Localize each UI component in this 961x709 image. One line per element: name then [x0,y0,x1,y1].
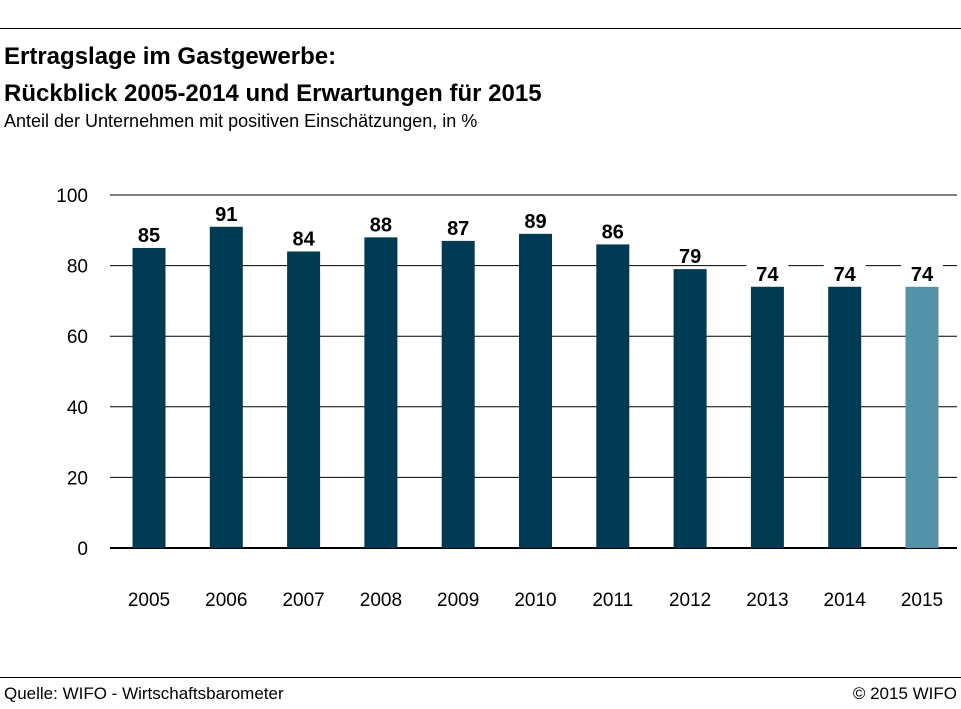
copyright-note: © 2015 WIFO [852,684,957,703]
data-label-2009: 87 [447,218,469,240]
x-tick-label-2005: 2005 [128,590,170,611]
bar-2005 [132,247,166,548]
x-tick-label-2015: 2015 [901,590,943,611]
source-note: Quelle: WIFO - Wirtschaftsbarometer [4,684,284,703]
title-line-2: Rückblick 2005-2014 und Erwartungen für … [4,80,542,107]
data-label-2007: 84 [292,228,315,250]
x-tick-label-2006: 2006 [205,590,247,611]
y-tick-label: 20 [67,468,88,489]
x-tick-label-2009: 2009 [437,590,479,611]
bar-2007 [287,251,321,549]
y-tick-label: 60 [67,327,88,348]
data-label-2015: 74 [911,264,934,286]
chart-title: Ertragslage im Gastgewerbe: Rückblick 20… [4,38,542,112]
bottom-rule [0,677,961,678]
bar-2009 [441,240,475,548]
data-labels: 85 91 84 88 87 89 86 79 74 74 74 [138,204,934,286]
y-tick-label: 0 [77,539,88,560]
x-tick-label-2007: 2007 [282,590,324,611]
bar-2013 [750,286,784,548]
bars [132,226,939,549]
x-tick-label-2011: 2011 [592,590,633,611]
bar-2015 [905,286,939,548]
data-label-2010: 89 [524,211,546,233]
data-label-2006: 91 [215,204,237,226]
title-line-1: Ertragslage im Gastgewerbe: [4,43,337,70]
data-label-2011: 86 [602,221,624,243]
data-label-2005: 85 [138,225,160,247]
bar-2014 [828,286,862,548]
data-label-2014: 74 [834,264,857,286]
y-tick-label: 100 [56,186,88,207]
y-tick-label: 40 [67,398,88,419]
chart-subtitle: Anteil der Unternehmen mit positiven Ein… [4,111,478,131]
x-tick-label-2014: 2014 [824,590,867,611]
x-tick-label-2010: 2010 [514,590,556,611]
bar-2011 [596,244,630,549]
top-rule [0,28,961,29]
x-axis-ticks: 2005 2006 2007 2008 2009 2010 2011 2012 2013 2014… [128,590,943,611]
x-tick-label-2012: 2012 [669,590,711,611]
data-label-2012: 79 [679,246,701,268]
y-tick-label: 80 [67,257,88,278]
bar-2006 [209,226,243,548]
x-tick-label-2008: 2008 [360,590,402,611]
bar-2008 [364,237,398,549]
y-axis-ticks: 0 20 40 60 80 100 [56,186,88,560]
bar-2010 [519,233,552,548]
bar-2012 [673,269,707,548]
data-label-2013: 74 [756,264,779,286]
x-tick-label-2013: 2013 [746,590,788,611]
data-label-2008: 88 [370,214,392,236]
